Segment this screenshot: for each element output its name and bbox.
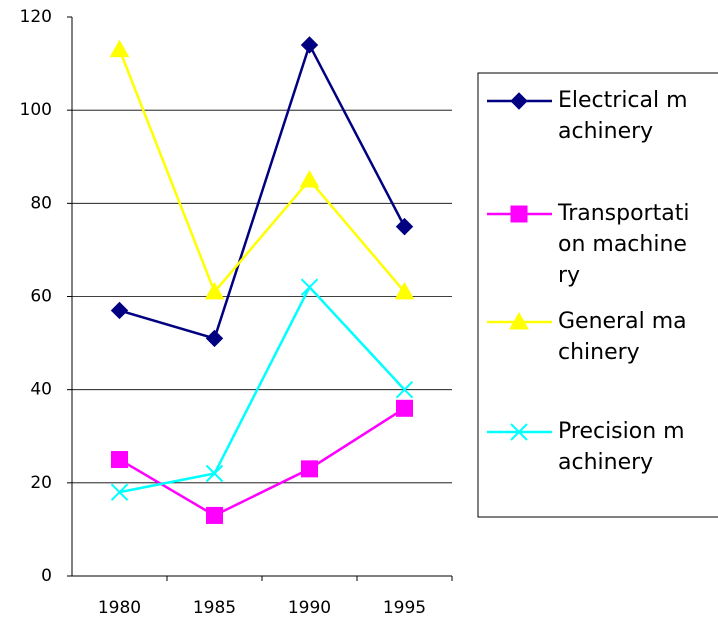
data-point	[205, 464, 224, 483]
x-tick-label: 1990	[288, 598, 331, 618]
data-point	[299, 170, 320, 188]
legend-label: Precision machinery	[558, 419, 685, 475]
y-tick-label: 0	[41, 566, 52, 586]
y-tick-label: 60	[30, 287, 52, 307]
legend-marker	[510, 205, 528, 223]
legend-marker	[510, 423, 528, 441]
data-point	[110, 483, 129, 501]
data-point	[205, 329, 224, 348]
data-point	[109, 39, 130, 58]
series-line	[118, 49, 406, 295]
data-point	[300, 278, 319, 296]
series-line	[119, 285, 406, 494]
data-point	[111, 451, 128, 469]
y-tick-label: 80	[30, 193, 52, 213]
legend-box	[477, 72, 718, 518]
data-point	[394, 281, 415, 300]
data-point	[300, 36, 319, 54]
series-line	[118, 407, 406, 517]
x-tick-label: 1980	[98, 598, 141, 618]
x-tick-label: 1995	[383, 598, 426, 618]
y-tick-label: 40	[30, 380, 52, 400]
legend-label: Transportation machinery	[558, 201, 690, 288]
data-point	[301, 460, 318, 478]
data-point	[206, 506, 223, 524]
grid	[72, 109, 452, 484]
legend-label: Electrical machinery	[558, 88, 688, 144]
y-tick-label: 20	[30, 473, 52, 493]
data-point	[110, 301, 129, 320]
x-tick-label: 1985	[193, 598, 236, 618]
data-point	[396, 399, 413, 417]
y-tick-label: 100	[20, 100, 52, 120]
legend-label: General machinery	[558, 309, 687, 365]
legend-marker	[510, 92, 528, 110]
data-point	[395, 380, 414, 399]
legend-marker	[509, 311, 529, 330]
series-line	[119, 41, 406, 340]
y-tick-label: 120	[20, 7, 52, 27]
data-point	[204, 281, 225, 300]
data-point	[395, 217, 414, 236]
